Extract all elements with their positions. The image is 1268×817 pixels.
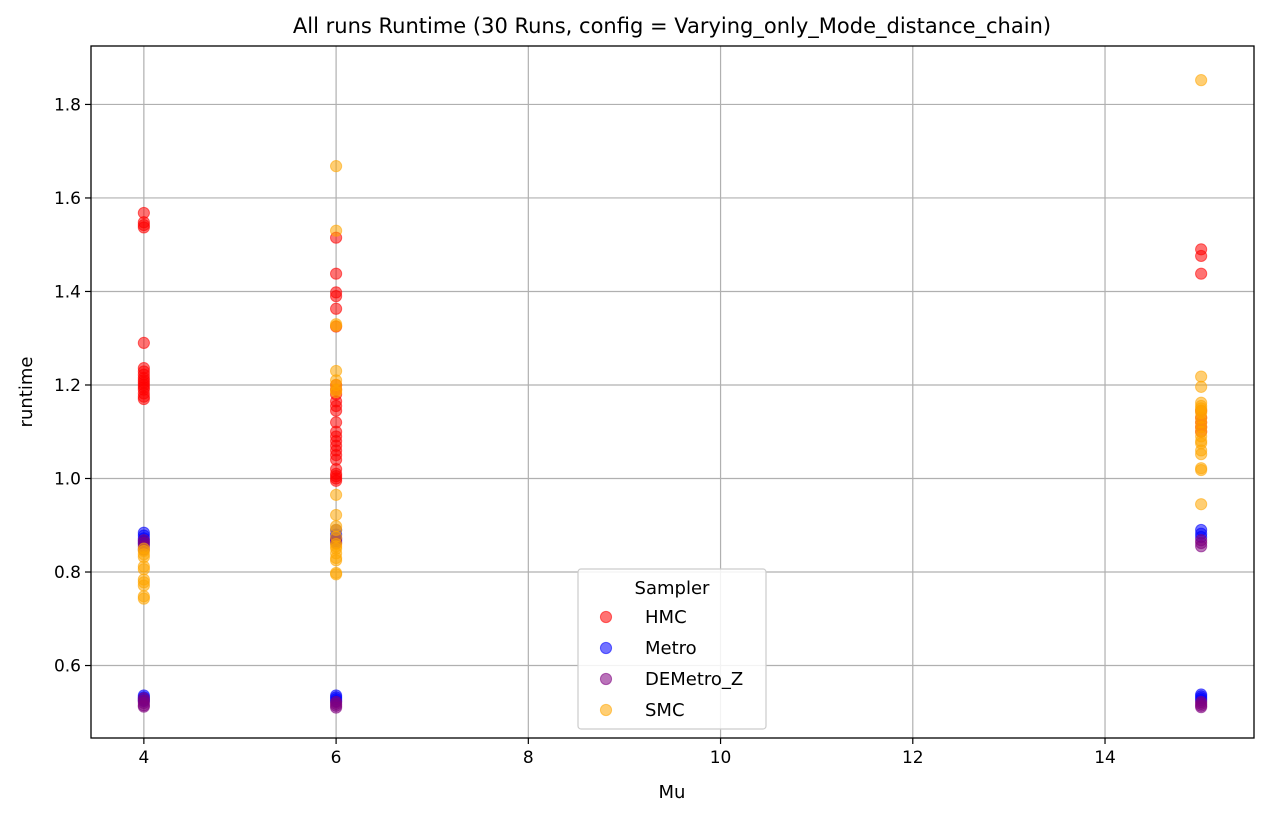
data-point	[137, 221, 150, 234]
x-tick-label: 12	[902, 748, 924, 768]
data-point	[330, 267, 343, 280]
legend-marker	[599, 610, 613, 624]
legend-box	[577, 568, 767, 730]
x-tick-label: 4	[138, 748, 149, 768]
data-point	[1195, 498, 1208, 511]
data-point	[137, 392, 150, 406]
data-point	[330, 404, 343, 417]
y-tick-label: 1.4	[54, 282, 81, 302]
x-tick-label: 6	[331, 748, 342, 768]
data-point	[330, 568, 343, 581]
data-point	[330, 290, 343, 303]
legend-label: DEMetro_Z	[645, 669, 743, 690]
y-axis-ticks: 0.6 0.8 1.0 1.2 1.4 1.6 1.8	[54, 95, 91, 677]
y-tick-label: 1.2	[54, 376, 81, 396]
data-point	[1195, 370, 1208, 383]
x-axis-label: Mu	[659, 782, 686, 803]
y-tick-label: 1.8	[54, 95, 81, 115]
x-tick-label: 8	[523, 748, 534, 768]
x-axis-ticks: 4 6 8 10 12 14	[138, 738, 1116, 768]
x-tick-label: 14	[1094, 748, 1116, 768]
y-tick-label: 0.6	[54, 657, 81, 677]
plot-frame	[90, 45, 1255, 739]
data-point	[137, 579, 150, 592]
data-point	[1195, 249, 1208, 263]
series-hmc	[137, 206, 1208, 487]
y-axis-label: runtime	[16, 357, 37, 428]
y-tick-label: 1.6	[54, 189, 81, 209]
data-point	[330, 385, 343, 399]
series-smc	[137, 74, 1208, 605]
data-point	[330, 701, 343, 714]
data-point	[1195, 448, 1208, 461]
data-point	[1195, 74, 1208, 87]
data-point	[330, 224, 343, 237]
data-point	[330, 554, 343, 567]
legend-title: Sampler	[635, 578, 710, 599]
data-point	[330, 474, 343, 487]
data-point	[1195, 267, 1208, 280]
data-point	[330, 508, 343, 522]
legend: Sampler HMC Metro DEMetro_Z SMC	[577, 568, 767, 730]
chart-title: All runs Runtime (30 Runs, config = Vary…	[293, 14, 1051, 39]
data-points	[137, 74, 1208, 714]
legend-label: Metro	[645, 638, 697, 659]
grid-lines	[91, 46, 1254, 738]
data-point	[137, 563, 150, 576]
legend-marker	[599, 703, 613, 717]
data-point	[137, 700, 150, 713]
y-tick-label: 0.8	[54, 563, 81, 583]
data-point	[1195, 701, 1208, 714]
legend-entries: HMC Metro DEMetro_Z SMC	[599, 607, 743, 721]
data-point	[330, 302, 343, 315]
legend-label: SMC	[645, 700, 685, 721]
data-point	[137, 592, 150, 605]
data-point	[137, 336, 150, 350]
y-tick-label: 1.0	[54, 470, 81, 490]
data-point	[330, 319, 343, 333]
legend-marker	[599, 672, 613, 686]
data-point	[1195, 540, 1208, 553]
legend-label: HMC	[645, 607, 687, 628]
data-point	[1195, 463, 1208, 477]
legend-marker	[599, 641, 613, 655]
x-tick-label: 10	[710, 748, 732, 768]
data-point	[1195, 380, 1208, 393]
data-point	[330, 488, 343, 501]
data-point	[330, 160, 343, 173]
